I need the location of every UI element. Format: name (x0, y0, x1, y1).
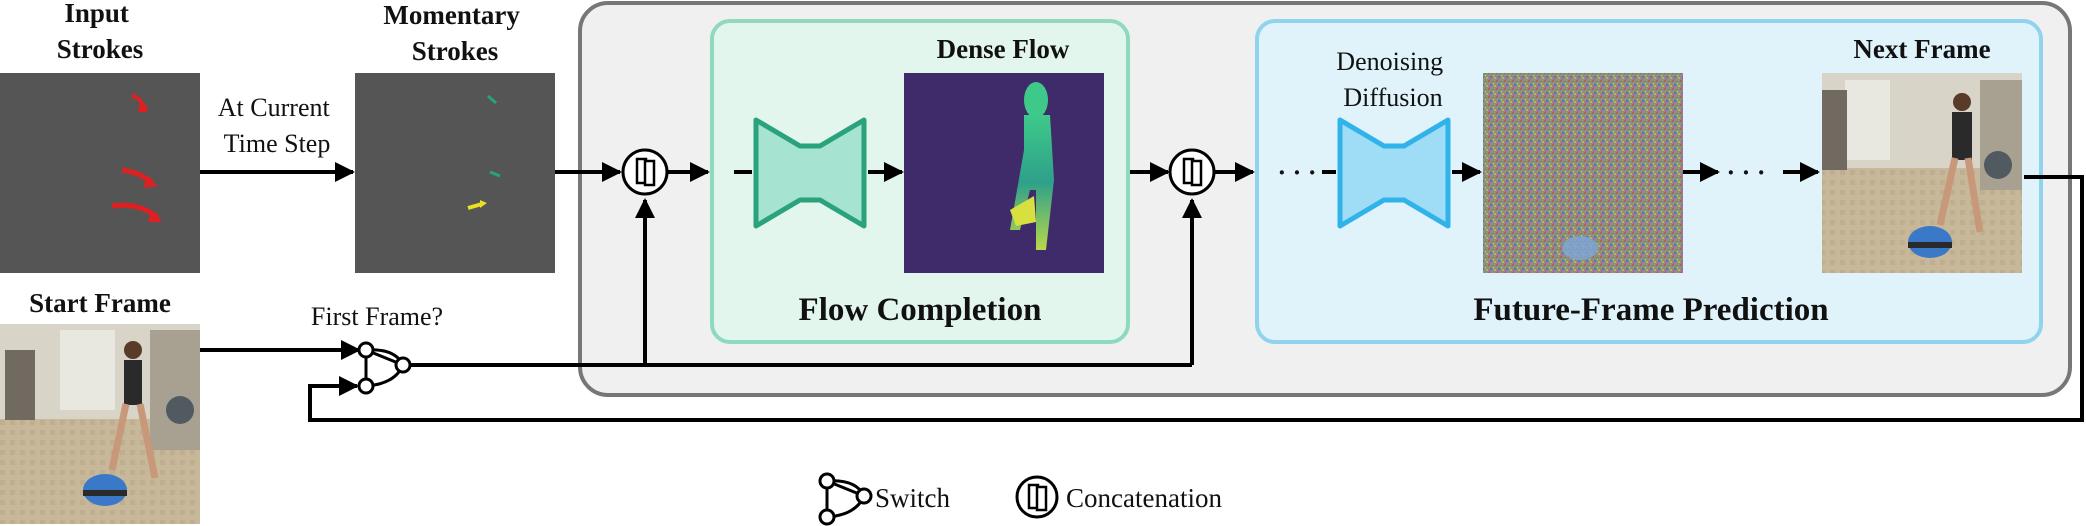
start-frame-label: Start Frame (29, 288, 171, 318)
input-strokes-label: Input Strokes (57, 0, 144, 64)
flow-completion-title: Flow Completion (799, 292, 1042, 328)
dense-flow-label: Dense Flow (937, 34, 1070, 64)
denoising-diffusion-network (1337, 117, 1451, 229)
legend-switch-icon (818, 472, 873, 526)
ellipsis-2: · · · (1726, 158, 1765, 187)
legend: Switch Concatenation (818, 472, 1222, 526)
next-frame-label: Next Frame (1853, 34, 1990, 64)
start-frame-image (0, 324, 200, 524)
dense-flow-image (904, 73, 1104, 273)
switch-icon (357, 341, 412, 395)
ellipsis-1: · · · (1277, 158, 1316, 187)
momentary-strokes-image (355, 73, 555, 273)
legend-concatenation-icon (1015, 475, 1059, 519)
next-frame-image (1822, 73, 2022, 273)
denoising-diffusion-label: Denoising Diffusion (1336, 47, 1449, 112)
legend-switch-label: Switch (875, 483, 951, 513)
concatenation-icon-2 (1168, 148, 1216, 196)
feedback-loop-line (308, 175, 2084, 422)
at-current-time-step-label: At Current Time Step (218, 93, 336, 158)
concatenation-icon-1 (621, 148, 669, 196)
legend-concatenation-label: Concatenation (1066, 483, 1222, 513)
flow-completion-network (753, 117, 867, 229)
momentary-strokes-label: Momentary Strokes (383, 0, 526, 66)
future-frame-prediction-title: Future-Frame Prediction (1473, 292, 1828, 328)
first-frame-label: First Frame? (311, 302, 443, 331)
noisy-frame-image (1483, 73, 1683, 273)
input-strokes-image (0, 73, 200, 273)
